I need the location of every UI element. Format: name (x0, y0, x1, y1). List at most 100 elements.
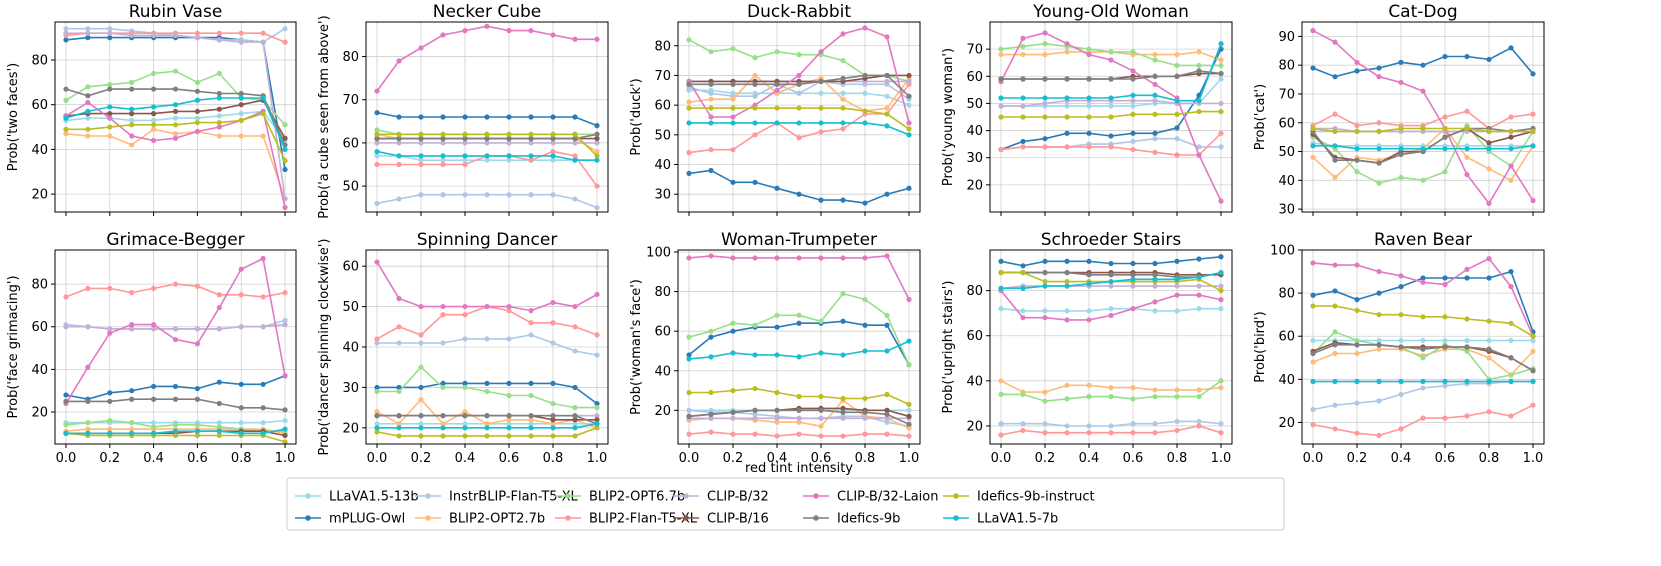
data-point (998, 285, 1004, 291)
data-point (506, 131, 512, 137)
data-point (63, 131, 69, 137)
data-point (506, 413, 512, 419)
data-point (1174, 258, 1180, 264)
data-point (374, 384, 380, 391)
data-point (528, 417, 534, 423)
y-tick-label: 40 (966, 374, 983, 389)
data-point (1042, 258, 1048, 264)
data-point (884, 78, 890, 84)
data-point (528, 433, 534, 439)
data-point (1442, 146, 1448, 152)
legend-marker (425, 493, 431, 499)
data-point (1486, 275, 1492, 281)
data-point (216, 400, 222, 407)
data-point (172, 383, 179, 390)
data-point (1064, 283, 1070, 289)
x-tick-label: 0.0 (991, 451, 1012, 466)
data-point (862, 296, 868, 303)
data-point (260, 430, 266, 436)
data-point (282, 166, 288, 173)
data-point (1152, 98, 1158, 104)
y-tick-label: 60 (1278, 116, 1295, 131)
data-point (1442, 169, 1448, 175)
data-point (374, 110, 380, 116)
data-point (129, 326, 135, 332)
data-point (85, 126, 91, 132)
data-point (1130, 130, 1136, 136)
data-point (1064, 308, 1070, 314)
data-point (1152, 136, 1158, 142)
data-point (730, 179, 736, 185)
data-point (906, 132, 912, 138)
legend-label: CLIP-B/16 (707, 512, 769, 527)
data-point (1332, 174, 1338, 181)
data-point (85, 364, 91, 370)
data-point (1174, 308, 1180, 314)
data-point (107, 417, 113, 424)
legend-marker (813, 493, 819, 499)
data-point (374, 131, 380, 137)
data-point (374, 340, 380, 346)
data-point (1310, 292, 1316, 298)
legend-marker (953, 515, 959, 521)
data-point (550, 417, 556, 423)
legend-marker (565, 493, 571, 499)
axes-frame (365, 21, 609, 213)
data-point (774, 407, 780, 413)
data-point (774, 312, 780, 318)
data-point (107, 398, 113, 404)
data-point (594, 205, 600, 211)
data-point (238, 117, 244, 123)
data-point (818, 415, 824, 421)
data-point (884, 312, 890, 318)
data-point (107, 430, 113, 436)
data-point (1464, 266, 1470, 272)
data-point (906, 72, 912, 79)
data-point (752, 322, 758, 328)
panel-0: 20 40 60 80 Rubin Vase Prob('two faces') (6, 2, 297, 216)
data-point (528, 135, 534, 142)
data-point (150, 137, 157, 144)
series-line (1312, 257, 1534, 337)
data-point (85, 26, 91, 32)
data-point (594, 413, 600, 419)
y-tick-label: 40 (654, 364, 671, 379)
data-point (440, 135, 446, 142)
data-point (572, 405, 578, 411)
data-point (1442, 281, 1448, 288)
data-point (594, 425, 600, 431)
data-point (1464, 344, 1470, 350)
data-point (550, 157, 556, 163)
data-point (840, 96, 846, 102)
data-point (1064, 144, 1070, 150)
data-point (730, 120, 736, 126)
axes-frame (989, 21, 1233, 213)
data-point (1398, 273, 1404, 279)
data-point (730, 320, 736, 326)
data-point (462, 157, 468, 163)
data-point (172, 102, 179, 108)
data-point (1398, 79, 1404, 86)
data-point (1310, 378, 1316, 385)
data-point (840, 433, 846, 439)
data-point (1508, 134, 1514, 140)
data-point (1174, 427, 1180, 434)
data-point (1464, 316, 1470, 322)
data-point (906, 102, 912, 108)
data-point (1508, 268, 1514, 275)
y-tick-label: 60 (966, 329, 983, 344)
data-point (1130, 146, 1136, 153)
data-point (1508, 45, 1514, 51)
data-point (462, 114, 468, 120)
data-point (1130, 396, 1136, 402)
data-point (550, 413, 556, 419)
data-point (1020, 269, 1026, 276)
data-point (1486, 318, 1492, 324)
data-point (1398, 125, 1404, 132)
data-point (150, 424, 157, 430)
data-point (1354, 342, 1360, 348)
data-point (396, 140, 402, 146)
data-point (1130, 68, 1136, 74)
data-point (374, 259, 380, 265)
data-point (396, 295, 402, 302)
